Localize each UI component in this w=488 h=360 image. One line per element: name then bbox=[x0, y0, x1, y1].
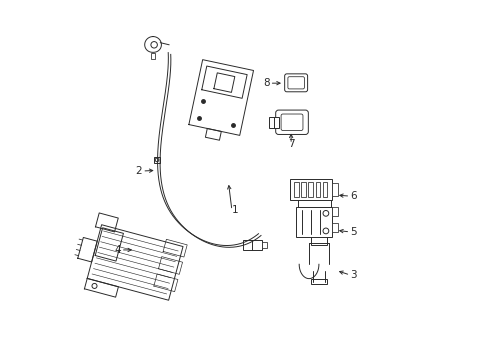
Bar bbox=[308, 182, 312, 197]
Circle shape bbox=[323, 228, 328, 234]
Text: 8: 8 bbox=[263, 78, 269, 88]
FancyBboxPatch shape bbox=[287, 77, 304, 89]
Bar bbox=[310, 279, 326, 284]
Bar bbox=[315, 182, 320, 197]
FancyBboxPatch shape bbox=[281, 114, 303, 131]
Bar bbox=[331, 183, 337, 196]
Bar bbox=[151, 53, 155, 59]
Bar bbox=[332, 207, 337, 216]
Text: 2: 2 bbox=[135, 166, 142, 176]
FancyBboxPatch shape bbox=[284, 74, 307, 92]
Bar bbox=[268, 117, 279, 128]
Circle shape bbox=[151, 41, 157, 48]
Circle shape bbox=[92, 283, 97, 288]
Text: 6: 6 bbox=[349, 191, 356, 201]
Text: 1: 1 bbox=[231, 206, 238, 216]
Bar bbox=[154, 157, 160, 163]
Bar bbox=[262, 242, 266, 248]
Text: 3: 3 bbox=[349, 270, 356, 280]
Circle shape bbox=[155, 158, 159, 162]
Text: 7: 7 bbox=[287, 139, 294, 149]
Bar bbox=[296, 207, 332, 237]
Bar bbox=[242, 240, 262, 250]
Bar bbox=[310, 235, 326, 244]
Bar bbox=[322, 182, 326, 197]
Bar bbox=[298, 199, 330, 207]
Bar bbox=[301, 182, 305, 197]
Text: 4: 4 bbox=[114, 245, 121, 255]
Bar bbox=[332, 223, 337, 232]
Text: 5: 5 bbox=[349, 227, 356, 237]
FancyBboxPatch shape bbox=[275, 110, 308, 134]
Bar bbox=[290, 179, 331, 200]
Bar bbox=[293, 182, 298, 197]
Circle shape bbox=[323, 211, 328, 216]
